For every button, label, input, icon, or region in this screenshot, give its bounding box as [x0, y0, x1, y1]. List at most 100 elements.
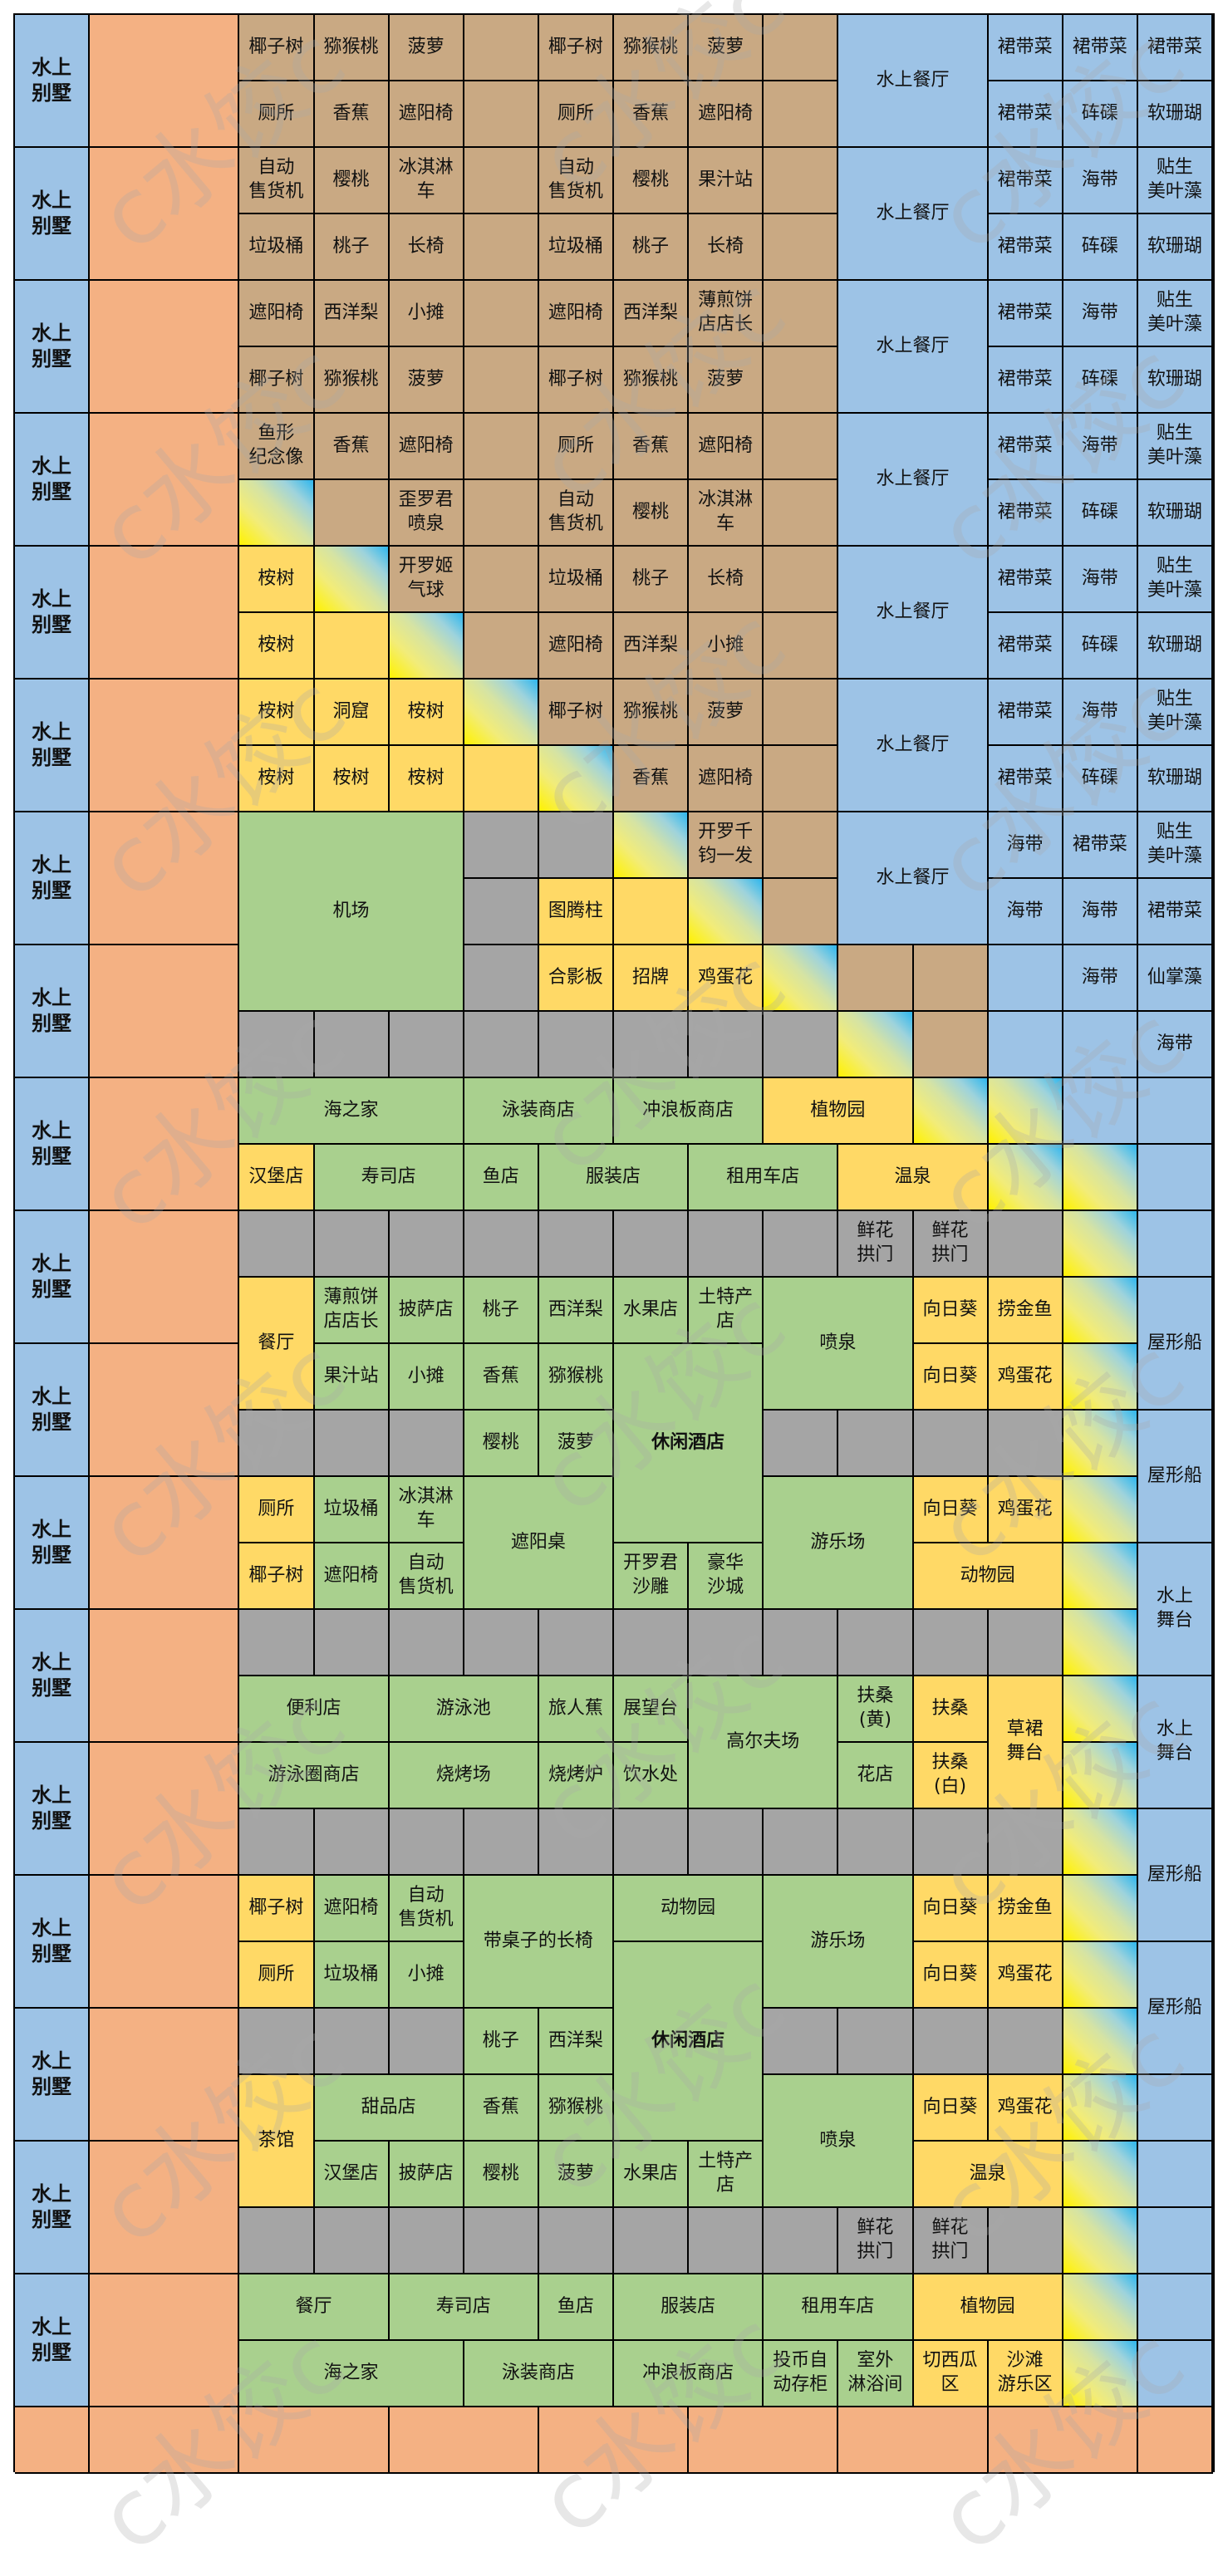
facility-cell: 猕猴桃: [614, 347, 690, 414]
facility-cell: 裙带菜: [988, 746, 1063, 812]
facility-cell: 喷泉: [764, 2075, 914, 2208]
path-cell: [614, 1012, 690, 1078]
facility-cell: 裙带菜: [988, 613, 1063, 680]
facility-cell: 汉堡店: [239, 1145, 315, 1211]
facility-cell: 香蕉: [314, 414, 390, 480]
facility-cell: 投币自 动存柜: [764, 2341, 839, 2407]
path-cell: [464, 945, 539, 1012]
facility-cell: 租用车店: [689, 1145, 839, 1211]
path-cell: [389, 1211, 464, 1278]
empty-cell: [913, 945, 989, 1012]
empty-cell: [1063, 1012, 1138, 1078]
facility-cell: 屋形船: [1137, 1942, 1213, 2075]
facility-cell: 菠萝: [689, 347, 764, 414]
transition-tile: [1063, 2208, 1138, 2274]
facility-cell: 冰淇淋 车: [389, 1477, 464, 1543]
path-cell: [764, 1809, 839, 1876]
villa-cell: 水上 别墅: [15, 414, 91, 547]
path-cell: [538, 1211, 614, 1278]
facility-cell: 遮阳椅: [689, 746, 764, 812]
facility-cell: 猕猴桃: [538, 1344, 614, 1411]
facility-cell: 合影板: [538, 945, 614, 1012]
facility-cell: 薄煎饼 店店长: [689, 281, 764, 347]
facility-cell: 贴生 美叶藻: [1137, 547, 1213, 613]
facility-cell: 裙带菜: [988, 15, 1063, 81]
facility-cell: 沙滩 游乐区: [988, 2341, 1063, 2407]
path-cell: [538, 2208, 614, 2274]
facility-cell: 软珊瑚: [1137, 480, 1213, 547]
transition-tile: [614, 812, 690, 879]
facility-cell: 软珊瑚: [1137, 613, 1213, 680]
path-cell: [913, 1411, 989, 1477]
facility-cell: 西洋梨: [314, 281, 390, 347]
path-cell: [314, 1809, 390, 1876]
villa-cell: 水上 别墅: [15, 1477, 91, 1610]
facility-cell: 开罗千 钧一发: [689, 812, 764, 879]
facility-cell: 裙带菜: [988, 214, 1063, 281]
facility-cell: 水上 舞台: [1137, 1676, 1213, 1809]
facility-cell: 樱桃: [464, 1411, 539, 1477]
facility-cell: 裙带菜: [1137, 879, 1213, 945]
facility-cell: 小摊: [389, 281, 464, 347]
facility-cell: 裙带菜: [988, 148, 1063, 214]
transition-tile: [764, 945, 839, 1012]
facility-cell: 向日葵: [913, 1942, 989, 2009]
path-cell: [764, 2208, 839, 2274]
facility-cell: 鱼形 纪念像: [239, 414, 315, 480]
path-cell: [913, 1610, 989, 1676]
facility-cell: 猕猴桃: [314, 15, 390, 81]
reserved-zone: [90, 680, 240, 812]
path-cell: [464, 812, 539, 879]
facility-cell: 草裙 舞台: [988, 1676, 1063, 1809]
facility-cell: 开罗君 沙雕: [614, 1543, 690, 1610]
facility-cell: 仙掌藻: [1137, 945, 1213, 1012]
facility-cell: 鱼店: [538, 2274, 614, 2341]
facility-cell: 捞金鱼: [988, 1876, 1063, 1942]
path-cell: [988, 2208, 1063, 2274]
facility-cell: 植物园: [764, 1078, 914, 1145]
facility-cell: 香蕉: [464, 1344, 539, 1411]
transition-tile: [1063, 1876, 1138, 1942]
villa-cell: 水上 别墅: [15, 812, 91, 945]
facility-cell: 香蕉: [614, 746, 690, 812]
villa-cell: 水上 别墅: [15, 547, 91, 680]
path-cell: [838, 1809, 914, 1876]
facility-cell: 菠萝: [389, 347, 464, 414]
facility-cell: 切西瓜 区: [913, 2341, 989, 2407]
facility-cell: 裙带菜: [988, 680, 1063, 746]
reserved-zone: [90, 414, 240, 547]
villa-cell: 水上 别墅: [15, 1078, 91, 1211]
facility-cell: 椰子树: [239, 1543, 315, 1610]
transition-tile: [838, 1012, 914, 1078]
facility-cell: 冲浪板商店: [614, 2341, 764, 2407]
empty-cell: [464, 281, 539, 347]
path-cell: [239, 1809, 315, 1876]
facility-cell: 鸡蛋花: [988, 2075, 1063, 2142]
path-cell: [464, 879, 539, 945]
facility-cell: 垃圾桶: [239, 214, 315, 281]
facility-cell: 裙带菜: [988, 347, 1063, 414]
facility-cell: 樱桃: [614, 148, 690, 214]
facility-cell: 屋形船: [1137, 1411, 1213, 1543]
path-cell: [239, 2009, 315, 2075]
facility-cell: 菠萝: [689, 15, 764, 81]
reserved-zone: [90, 148, 240, 281]
facility-cell: 香蕉: [464, 2075, 539, 2142]
villa-cell: 水上 别墅: [15, 281, 91, 414]
facility-cell: 服装店: [538, 1145, 690, 1211]
facility-cell: 猕猴桃: [614, 15, 690, 81]
empty-cell: [764, 214, 839, 281]
villa-cell: 水上 别墅: [15, 15, 91, 148]
facility-cell: 桉树: [314, 746, 390, 812]
facility-cell: 长椅: [689, 214, 764, 281]
facility-cell: 温泉: [913, 2142, 1063, 2208]
facility-cell: 香蕉: [314, 81, 390, 148]
path-cell: [988, 2009, 1063, 2075]
facility-cell: 砗磲: [1063, 214, 1138, 281]
empty-cell: [988, 1012, 1063, 1078]
transition-tile: [1063, 1543, 1138, 1610]
facility-cell: 开罗姬 气球: [389, 547, 464, 613]
facility-cell: 冲浪板商店: [614, 1078, 764, 1145]
facility-cell: 水上餐厅: [838, 414, 989, 547]
path-cell: [689, 1809, 764, 1876]
